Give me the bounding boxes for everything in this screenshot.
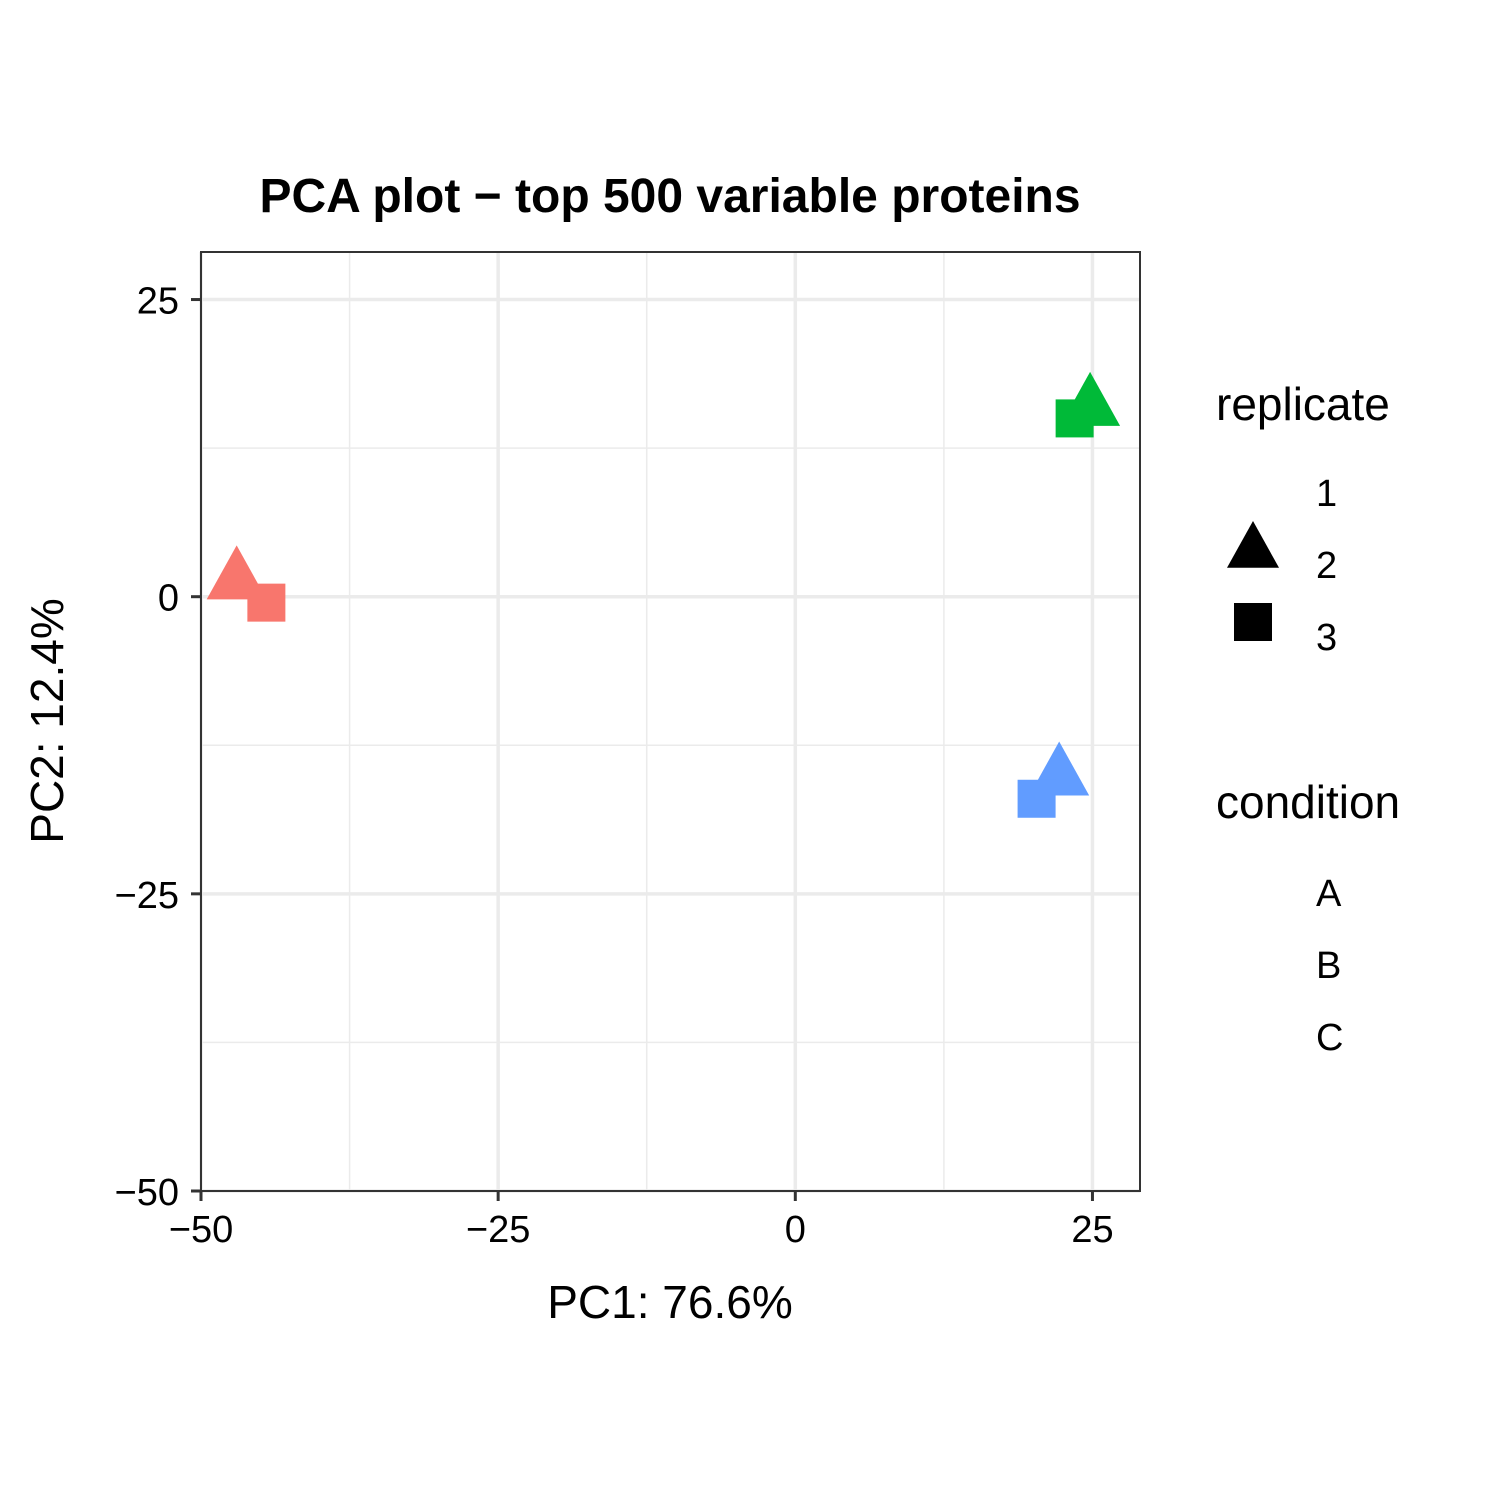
x-tick-label: 0 xyxy=(785,1209,806,1251)
y-tick-label: −50 xyxy=(115,1172,179,1214)
legend: replicate condition 1 2 3 ABC xyxy=(1216,378,1400,1059)
legend-replicate-label: 2 xyxy=(1316,545,1337,587)
y-tick-label: 25 xyxy=(137,281,179,323)
y-tick-label: −25 xyxy=(115,875,179,917)
legend-condition-label: C xyxy=(1316,1017,1343,1059)
y-tick-label: 0 xyxy=(158,578,179,620)
point-c-rep3 xyxy=(1017,779,1056,818)
legend-condition-label: A xyxy=(1316,873,1342,915)
x-tick-label: 25 xyxy=(1071,1209,1113,1251)
x-axis-title: PC1: 76.6% xyxy=(547,1276,792,1328)
data-points xyxy=(206,371,1121,818)
legend-key-square xyxy=(1234,603,1272,641)
legend-replicate-label: 1 xyxy=(1316,473,1337,515)
legend-replicate-label: 3 xyxy=(1316,617,1337,659)
axes: −50 −25 0 25 −50 −25 0 25 xyxy=(115,281,1114,1251)
chart-title: PCA plot − top 500 variable proteins xyxy=(259,170,1080,223)
plot-panel-border xyxy=(200,251,1141,1192)
legend-replicate-title: replicate xyxy=(1216,378,1390,430)
point-a-rep3 xyxy=(247,583,286,622)
x-tick-label: −25 xyxy=(466,1209,530,1251)
x-tick-label: −50 xyxy=(169,1209,233,1251)
point-b-rep3 xyxy=(1055,399,1094,438)
legend-condition-title: condition xyxy=(1216,776,1400,828)
legend-condition-label: B xyxy=(1316,945,1341,987)
legend-key-triangle xyxy=(1227,520,1279,568)
y-axis-title: PC2: 12.4% xyxy=(21,598,73,843)
